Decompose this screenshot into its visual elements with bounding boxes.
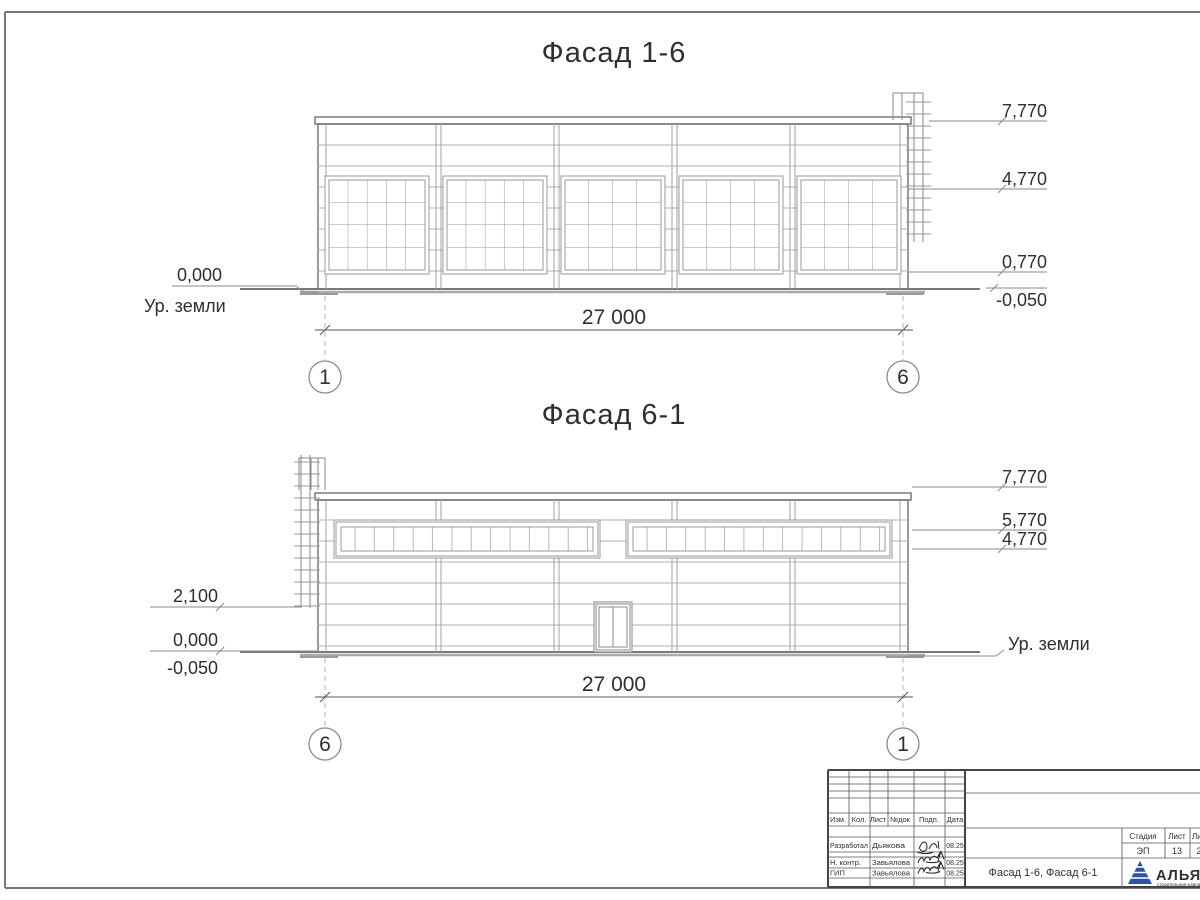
tb-date: 08.25	[946, 843, 964, 850]
elevation-mark: 0,770	[1002, 252, 1047, 272]
facade-6-1-drawing: Фасад 6-1	[150, 399, 1090, 761]
tb-date: 08.25	[946, 860, 964, 867]
tb-name: Завьялова	[872, 869, 911, 878]
facade2-door	[593, 601, 633, 653]
facade2-ladder	[294, 455, 326, 608]
company-name: АЛЬЯНС	[1156, 868, 1200, 884]
tb-col-list: Лист	[870, 815, 887, 824]
elevation-mark: -0,050	[167, 658, 218, 678]
axis-label: 1	[897, 733, 909, 756]
tb-date: 08.25	[946, 871, 964, 878]
axis-label: 6	[319, 733, 331, 756]
elevation-mark: 0,000	[173, 630, 218, 650]
elevation-mark: -0,050	[996, 290, 1047, 310]
facade-1-6-drawing: Фасад 1-6	[144, 37, 1047, 394]
tb-role: Н. контр.	[830, 858, 861, 867]
axis-bubbles	[308, 360, 920, 394]
tb-stage-header: Стадия	[1129, 832, 1156, 841]
company-logo: АЛЬЯНС строительная компания	[1128, 861, 1200, 887]
sheet-frame	[4, 11, 1200, 889]
facade2-ribbon-windows	[333, 519, 893, 559]
dimension-label: 27 000	[582, 306, 646, 329]
axis-bubbles	[308, 727, 920, 761]
elevation-mark: 7,770	[1002, 467, 1047, 487]
tb-list-value: 13	[1172, 846, 1182, 856]
facade2-title: Фасад 6-1	[542, 399, 687, 431]
elevation-mark: 2,100	[173, 586, 218, 606]
title-block: Изм. Кол. Лист №док Подп. Дата Разработа…	[827, 769, 1200, 888]
facade1-ladder	[892, 92, 931, 242]
tb-col-izm: Изм.	[830, 815, 846, 824]
tb-col-kol: Кол.	[852, 815, 867, 824]
dimension-label: 27 000	[582, 673, 646, 696]
tb-col-ndoc: №док	[890, 815, 911, 824]
tb-listov-value: 2	[1196, 846, 1200, 856]
ground-level-label: Ур. земли	[144, 296, 226, 316]
signature	[916, 840, 945, 874]
tb-role: Разработал	[830, 841, 868, 850]
tb-stage-value: ЭП	[1137, 846, 1150, 856]
axis-label: 1	[319, 366, 331, 389]
elevation-mark: 7,770	[1002, 101, 1047, 121]
elevation-mark: 5,770	[1002, 510, 1047, 530]
elevation-mark: 0,000	[177, 265, 222, 285]
facade1-title: Фасад 1-6	[542, 37, 687, 69]
tb-col-data: Дата	[947, 815, 964, 824]
tb-col-podp: Подп.	[919, 815, 939, 824]
facade1-windows	[324, 175, 902, 275]
elevation-mark: 4,770	[1002, 169, 1047, 189]
tb-listov-header: Листов	[1192, 832, 1200, 841]
tb-role: ГИП	[830, 869, 845, 878]
ground-level-label: Ур. земли	[1008, 634, 1090, 654]
tb-list-header: Лист	[1168, 832, 1186, 841]
tb-name: Завьялова	[872, 858, 911, 867]
tb-name: Дьякова	[872, 841, 906, 850]
axis-label: 6	[897, 366, 909, 389]
document-title: Фасад 1-6, Фасад 6-1	[988, 867, 1097, 879]
elevation-mark: 4,770	[1002, 529, 1047, 549]
company-subtitle: строительная компания	[1157, 882, 1200, 887]
